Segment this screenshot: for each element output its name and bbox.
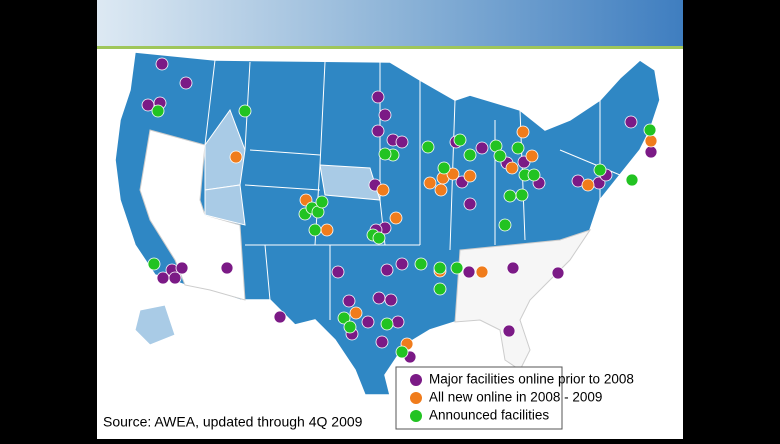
legend-box — [395, 366, 563, 430]
facility-dot — [643, 123, 657, 137]
facility-dot — [337, 311, 351, 325]
facility-dot — [308, 223, 322, 237]
facility-dot — [372, 231, 386, 245]
facility-dot — [421, 140, 435, 154]
alaska — [134, 304, 176, 346]
facility-dot — [475, 141, 489, 155]
facility-dot — [450, 261, 464, 275]
facility-dot — [391, 315, 405, 329]
facility-dot — [331, 265, 345, 279]
facility-dot — [175, 261, 189, 275]
legend-swatch — [410, 374, 422, 386]
facility-dot — [371, 124, 385, 138]
facility-dot — [493, 149, 507, 163]
no-wind-region — [139, 129, 246, 301]
source-note: Source: AWEA, updated through 4Q 2009 — [103, 414, 363, 430]
facility-dot — [375, 335, 389, 349]
facility-dot — [315, 195, 329, 209]
facility-dot — [437, 161, 451, 175]
facility-dot — [434, 183, 448, 197]
facility-dot — [389, 211, 403, 225]
facility-dot — [463, 197, 477, 211]
facility-dot — [516, 125, 530, 139]
facility-dot — [372, 291, 386, 305]
legend-swatch — [410, 410, 422, 422]
facility-dot — [229, 150, 243, 164]
facility-dot — [511, 141, 525, 155]
facility-dot — [581, 178, 595, 192]
facility-dot — [525, 149, 539, 163]
facility-dot — [503, 189, 517, 203]
facility-dot — [361, 315, 375, 329]
legend-swatch — [410, 392, 422, 404]
facility-dot — [433, 261, 447, 275]
facility-dot — [156, 271, 170, 285]
legend-label: All new online in 2008 - 2009 — [429, 390, 602, 405]
facility-dot — [414, 257, 428, 271]
facility-dot — [371, 90, 385, 104]
facility-dot — [168, 271, 182, 285]
facility-dot — [380, 263, 394, 277]
facility-dot — [342, 294, 356, 308]
facility-dot — [502, 324, 516, 338]
facility-dot — [433, 282, 447, 296]
facility-dot — [551, 266, 565, 280]
facility-dot — [463, 169, 477, 183]
facility-dots — [141, 57, 658, 364]
southeast-region — [454, 229, 592, 371]
facility-dot — [498, 218, 512, 232]
facility-dot — [644, 145, 658, 159]
facility-dot — [395, 135, 409, 149]
facility-dot — [446, 167, 460, 181]
facility-dot — [380, 317, 394, 331]
facility-dot — [625, 173, 639, 187]
facility-dot — [423, 176, 437, 190]
facility-dot — [238, 104, 252, 118]
light-state — [204, 184, 246, 226]
facility-dot — [463, 148, 477, 162]
facility-dot — [527, 168, 541, 182]
facility-dot — [349, 306, 363, 320]
facility-dot — [515, 188, 529, 202]
banner — [97, 0, 683, 48]
facility-dot — [155, 57, 169, 71]
facility-dot — [475, 265, 489, 279]
facility-dot — [273, 310, 287, 324]
light-state — [204, 108, 246, 191]
facility-dot — [320, 223, 334, 237]
facility-dot — [462, 265, 476, 279]
facility-dot — [384, 293, 398, 307]
facility-dot — [147, 257, 161, 271]
facility-dot — [378, 108, 392, 122]
facility-dot — [593, 163, 607, 177]
facility-dot — [378, 147, 392, 161]
facility-dot — [151, 104, 165, 118]
facility-dot — [453, 133, 467, 147]
facility-dot — [644, 134, 658, 148]
facility-dot — [395, 345, 409, 359]
legend: Major facilities online prior to 2008 All… — [410, 372, 634, 423]
legend-label: Major facilities online prior to 2008 — [429, 372, 634, 387]
facility-dot — [343, 320, 357, 334]
facility-dot — [220, 261, 234, 275]
legend-label: Announced facilities — [429, 408, 549, 423]
banner-rule — [97, 46, 683, 49]
facility-dot — [505, 161, 519, 175]
facility-dot — [376, 183, 390, 197]
facility-dot — [506, 261, 520, 275]
facility-dot — [395, 257, 409, 271]
facility-dot — [179, 76, 193, 90]
facility-dot — [624, 115, 638, 129]
